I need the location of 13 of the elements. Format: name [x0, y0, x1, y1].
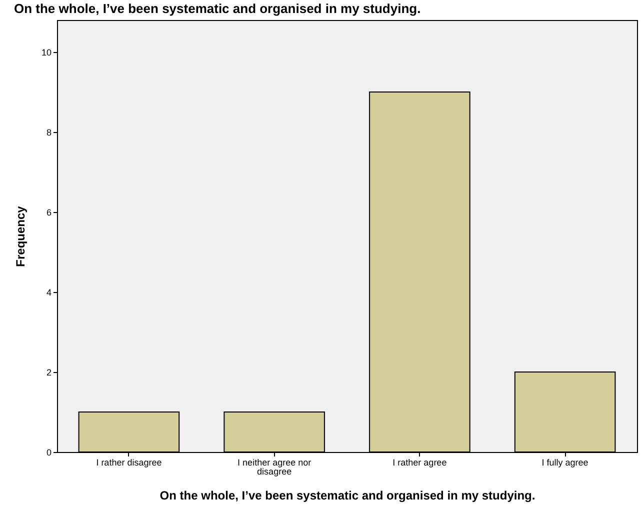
y-tick-label: 6	[46, 208, 52, 218]
y-tick-label: 10	[41, 48, 52, 58]
x-tick-label: I rather disagree	[96, 458, 162, 468]
y-tick-label: 2	[46, 368, 52, 378]
y-tick-label: 4	[46, 288, 52, 298]
x-tick-label: I neither agree nor disagree	[238, 458, 312, 476]
y-tick-label: 8	[46, 128, 52, 138]
x-tick-label: I fully agree	[542, 458, 588, 468]
x-axis-title: On the whole, I’ve been systematic and organised in my studying.	[160, 488, 536, 502]
y-tick-label: 0	[46, 448, 52, 458]
chart-title: On the whole, I’ve been systematic and organised in my studying.	[14, 1, 421, 16]
x-tick-label: I rather agree	[392, 458, 447, 468]
y-axis-title: Frequency	[13, 206, 28, 267]
